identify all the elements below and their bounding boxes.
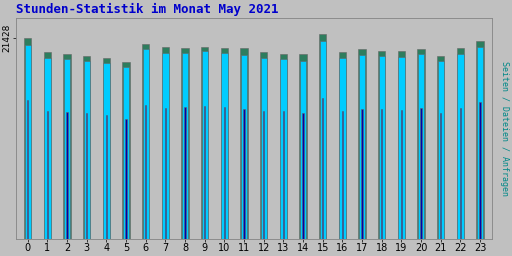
Bar [440, 113, 441, 239]
Bar [378, 56, 385, 239]
Bar [283, 111, 284, 239]
Bar [460, 108, 461, 239]
Bar [378, 51, 386, 239]
Bar [342, 111, 343, 239]
Bar [263, 111, 264, 239]
Bar [204, 106, 205, 239]
Bar [44, 52, 51, 239]
Bar [27, 100, 28, 239]
Bar [417, 49, 425, 239]
Bar [261, 58, 267, 239]
Bar [359, 56, 365, 239]
Bar [381, 110, 382, 239]
Bar [142, 44, 150, 239]
Bar [83, 61, 90, 239]
Bar [103, 62, 110, 239]
Bar [401, 110, 402, 239]
Bar [339, 58, 346, 239]
Bar [300, 61, 306, 239]
Bar [224, 107, 225, 239]
Bar [67, 112, 68, 239]
Bar [182, 53, 188, 239]
Bar [64, 59, 70, 239]
Bar [241, 55, 247, 239]
Bar [221, 48, 228, 239]
Bar [457, 54, 463, 239]
Bar [103, 58, 110, 239]
Bar [476, 41, 484, 239]
Bar [201, 47, 208, 239]
Bar [86, 113, 88, 239]
Text: Stunden-Statistik im Monat May 2021: Stunden-Statistik im Monat May 2021 [16, 3, 279, 16]
Bar [300, 54, 307, 239]
Bar [162, 53, 168, 239]
Bar [398, 57, 404, 239]
Bar [44, 58, 51, 239]
Bar [361, 109, 362, 239]
Bar [457, 48, 464, 239]
Bar [122, 62, 130, 239]
Bar [165, 108, 166, 239]
Bar [244, 110, 245, 239]
Bar [181, 48, 189, 239]
Bar [83, 56, 91, 239]
Bar [418, 54, 424, 239]
Bar [322, 98, 324, 239]
Bar [303, 113, 304, 239]
Bar [63, 54, 71, 239]
Bar [24, 38, 31, 239]
Bar [145, 105, 146, 239]
Bar [437, 56, 444, 239]
Bar [123, 67, 129, 239]
Bar [184, 107, 186, 239]
Bar [420, 108, 422, 239]
Bar [125, 119, 126, 239]
Bar [358, 49, 366, 239]
Bar [240, 48, 248, 239]
Bar [438, 61, 444, 239]
Bar [47, 111, 48, 239]
Bar [260, 52, 267, 239]
Y-axis label: Seiten / Dateien / Anfragen: Seiten / Dateien / Anfragen [500, 61, 509, 196]
Bar [338, 52, 346, 239]
Bar [202, 51, 208, 239]
Bar [162, 47, 169, 239]
Bar [319, 41, 326, 239]
Bar [221, 53, 227, 239]
Bar [398, 51, 405, 239]
Bar [319, 34, 327, 239]
Bar [106, 115, 107, 239]
Bar [143, 49, 149, 239]
Bar [480, 102, 481, 239]
Bar [477, 47, 483, 239]
Bar [280, 59, 287, 239]
Bar [25, 45, 31, 239]
Bar [280, 54, 287, 239]
